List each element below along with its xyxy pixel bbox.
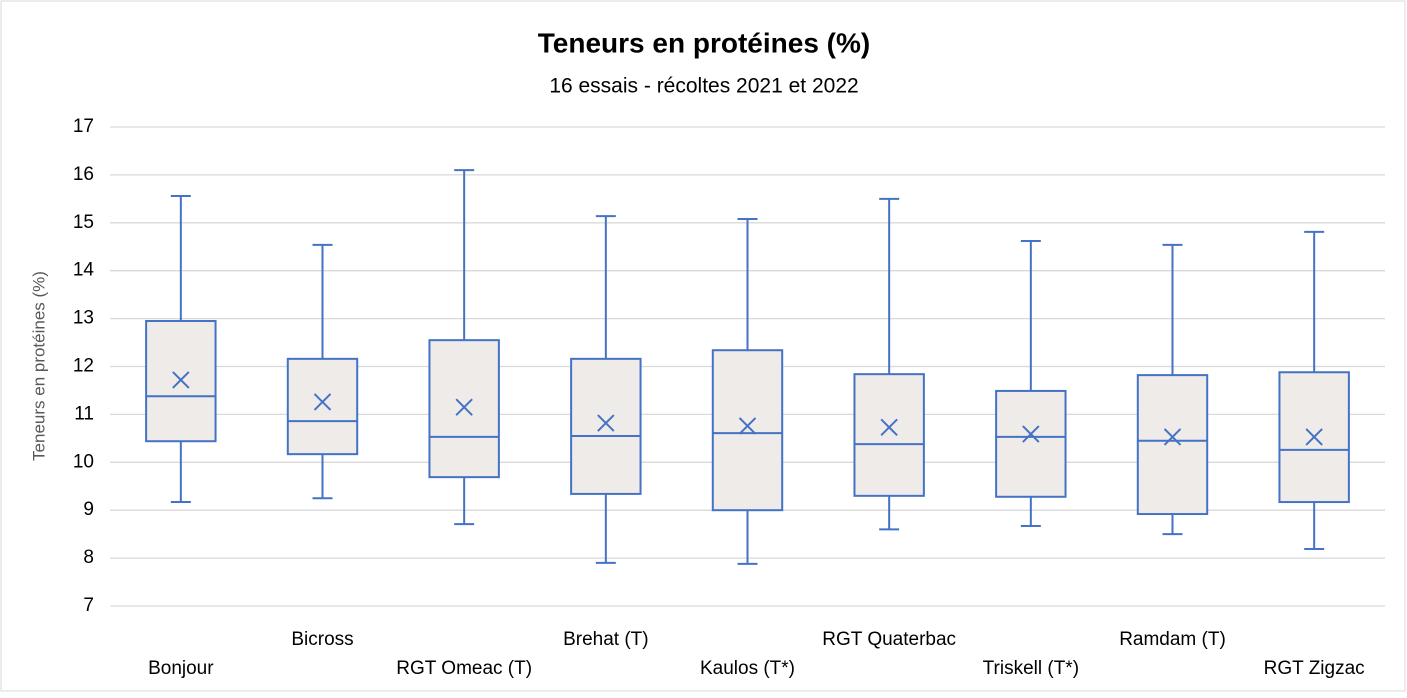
box — [711, 349, 784, 512]
x-tick-label: Ramdam (T) — [1119, 629, 1226, 650]
y-tick-label: 8 — [83, 547, 94, 568]
x-tick-label: Triskell (T*) — [983, 658, 1079, 679]
y-tick-label: 12 — [73, 356, 94, 377]
x-tick-label: RGT Zigzac — [1264, 658, 1365, 679]
mean-marker — [455, 398, 473, 416]
y-tick-label: 9 — [83, 499, 94, 520]
y-tick-label: 7 — [83, 595, 94, 616]
y-tick-label: 17 — [73, 116, 94, 137]
box — [428, 339, 500, 479]
x-tick-label: RGT Omeac (T) — [396, 658, 532, 679]
y-tick-label: 16 — [73, 164, 94, 185]
mean-marker — [172, 371, 190, 389]
y-axis-label: Teneurs en protéines (%) — [29, 271, 48, 461]
box — [1136, 374, 1209, 516]
x-tick-label: RGT Quaterbac — [822, 629, 956, 650]
mean-marker — [313, 393, 332, 411]
mean-marker — [597, 414, 615, 432]
x-tick-label: Bonjour — [148, 658, 214, 679]
mean-marker — [1022, 425, 1040, 443]
mean-marker — [1305, 428, 1323, 446]
x-tick-label: Brehat (T) — [563, 629, 649, 650]
x-tick-label: Bicross — [291, 629, 353, 650]
mean-marker — [1163, 428, 1182, 446]
y-tick-label: 10 — [73, 451, 94, 472]
chart-title: Teneurs en protéines (%) — [538, 27, 870, 58]
y-tick-label: 14 — [73, 260, 95, 281]
chart-subtitle: 16 essais - récoltes 2021 et 2022 — [549, 75, 858, 98]
box — [286, 357, 359, 456]
mean-marker — [738, 417, 757, 435]
y-tick-label: 15 — [73, 212, 94, 233]
x-tick-label: Kaulos (T*) — [700, 658, 795, 679]
mean-marker — [880, 418, 898, 437]
y-tick-label: 11 — [74, 403, 94, 424]
box — [570, 357, 642, 495]
y-tick-label: 13 — [73, 308, 94, 329]
box — [853, 373, 925, 497]
box — [995, 389, 1067, 498]
